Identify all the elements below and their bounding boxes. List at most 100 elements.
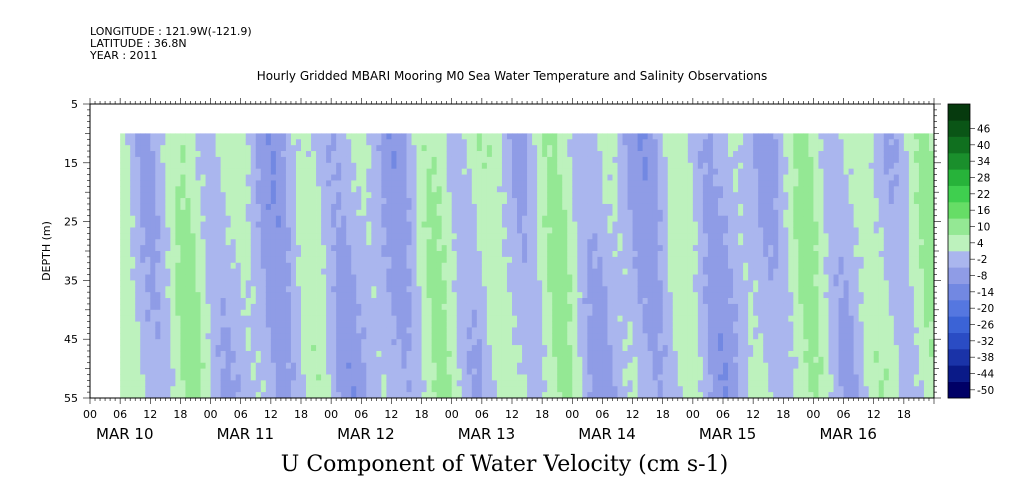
heatmap-cell [195,145,201,152]
heatmap-cell [572,368,578,375]
heatmap-cell [501,286,508,293]
heatmap-cell [160,292,166,299]
heatmap-cell [522,298,528,305]
heatmap-cell [265,227,272,234]
heatmap-cell [381,274,387,281]
heatmap-cell [441,133,448,140]
heatmap-cell [185,315,191,322]
heatmap-cell [285,339,292,346]
heatmap-cell [456,327,463,334]
heatmap-cell [250,298,257,305]
heatmap-cell [371,339,377,346]
heatmap-cell [290,350,297,358]
heatmap-cell [150,133,156,140]
heatmap-cell [311,327,317,334]
heatmap-cell [642,386,649,393]
heatmap-cell [356,221,362,228]
heatmap-cell [632,180,638,187]
heatmap-cell [522,321,528,328]
heatmap-cell [220,298,227,305]
heatmap-cell [290,174,297,181]
heatmap-cell [135,286,141,293]
heatmap-cell [160,133,166,140]
heatmap-cell [381,374,387,381]
heatmap-cell [351,156,357,164]
heatmap-cell [265,368,272,375]
heatmap-cell [125,215,131,222]
heatmap-cell [145,392,151,399]
heatmap-cell [336,209,342,217]
heatmap-cell [376,309,382,317]
heatmap-cell [175,268,181,275]
heatmap-cell [456,333,463,340]
heatmap-cell [376,151,382,158]
heatmap-cell [245,362,252,369]
heatmap-cell [592,356,598,364]
heatmap-cell [295,174,302,181]
heatmap-cell [295,162,302,170]
heatmap-cell [135,350,141,358]
heatmap-cell [205,233,211,240]
heatmap-cell [145,174,151,181]
heatmap-cell [205,245,211,252]
heatmap-cell [225,133,232,140]
heatmap-cell [466,298,473,305]
heatmap-cell [627,245,633,252]
heatmap-cell [331,298,337,305]
heatmap-cell [542,233,548,240]
heatmap-cell [295,392,302,399]
heatmap-cell [572,298,578,305]
heatmap-cell [260,174,267,181]
heatmap-cell [537,256,543,264]
heatmap-cell [180,321,186,328]
heatmap-cell [572,198,578,205]
heatmap-cell [431,133,438,140]
heatmap-cell [220,333,227,340]
heatmap-cell [481,380,488,387]
heatmap-cell [562,133,568,140]
heatmap-cell [260,356,267,364]
heatmap-cell [557,315,563,322]
heatmap-cell [637,327,644,334]
heatmap-cell [456,303,463,311]
heatmap-cell [376,380,382,387]
heatmap-cell [461,192,468,199]
heatmap-cell [341,245,347,252]
heatmap-cell [346,174,352,181]
heatmap-cell [562,215,568,222]
heatmap-cell [401,386,407,393]
heatmap-cell [667,380,674,387]
heatmap-cell [250,156,257,164]
heatmap-cell [346,339,352,346]
heatmap-cell [190,303,196,311]
heatmap-cell [431,298,438,305]
heatmap-cell [386,221,392,228]
heatmap-cell [522,133,528,140]
heatmap-cell [597,174,603,181]
heatmap-cell [135,233,141,240]
heatmap-cell [391,286,397,293]
heatmap-cell [366,156,372,164]
heatmap-cell [416,303,422,311]
heatmap-cell [210,215,216,222]
heatmap-cell [205,292,211,299]
heatmap-cell [150,380,156,387]
heatmap-cell [280,227,287,234]
heatmap-cell [215,292,222,299]
heatmap-cell [260,209,267,217]
heatmap-cell [195,215,201,222]
heatmap-cell [150,203,156,211]
heatmap-cell [597,186,603,193]
heatmap-cell [346,186,352,193]
heatmap-cell [180,245,186,252]
heatmap-cell [406,280,412,287]
heatmap-cell [185,198,191,205]
heatmap-cell [150,139,156,146]
heatmap-cell [356,280,362,287]
heatmap-cell [557,227,563,234]
heatmap-cell [481,162,488,170]
heatmap-cell [441,292,448,299]
heatmap-cell [376,198,382,205]
heatmap-cell [316,303,322,311]
heatmap-cell [346,239,352,246]
